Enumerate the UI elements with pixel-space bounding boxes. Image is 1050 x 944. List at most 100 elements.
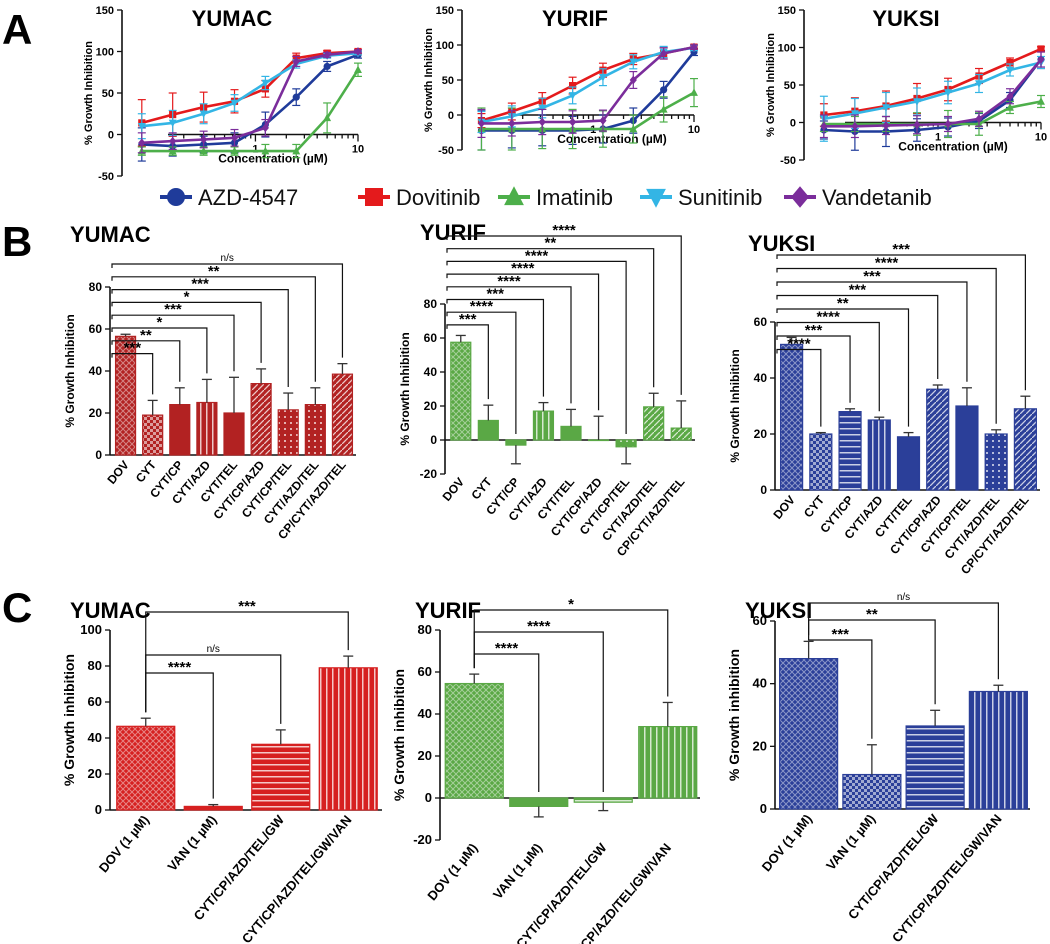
significance-bracket: ***: [145, 598, 349, 713]
bracket-line: [111, 276, 316, 382]
series-line: [823, 58, 1042, 128]
data-point: [261, 79, 270, 88]
y-tick-label: 50: [442, 75, 454, 87]
x-tick-label: CYT: [801, 492, 828, 520]
data-point: [975, 114, 983, 124]
panel-letter-b: B: [2, 218, 32, 265]
significance-bracket: ***: [111, 276, 289, 388]
significance-bracket: ***: [776, 268, 968, 382]
y-tick-label: 0: [760, 801, 767, 816]
data-point: [230, 133, 239, 143]
data-point: [200, 135, 208, 144]
data-point: [354, 47, 362, 56]
bracket-line: [808, 602, 999, 680]
significance-label: ****: [552, 222, 576, 239]
chart-c-yurif: YURIF -20 0 20 40 60 80 % Growth inhibition DOV …: [391, 596, 700, 944]
series-imatinib: [819, 94, 1045, 139]
y-tick-label: 40: [753, 676, 767, 691]
legend-item-azd-4547: AZD-4547: [160, 185, 298, 210]
bracket-line: [776, 348, 822, 427]
y-axis-label: % Growth Inhibition: [423, 28, 435, 132]
y-tick-label: 80: [88, 658, 102, 673]
x-tick-label: 10: [1035, 132, 1047, 144]
data-point: [913, 98, 921, 106]
data-point: [599, 116, 607, 125]
y-tick-label: 20: [89, 406, 103, 420]
significance-label: ***: [831, 626, 849, 643]
y-tick-label: 60: [424, 331, 438, 345]
data-point: [944, 89, 952, 97]
y-tick-label: -50: [438, 145, 454, 157]
bracket-line: [446, 324, 489, 400]
data-point: [629, 58, 638, 67]
y-tick-label: 20: [88, 766, 102, 781]
bar-dov-1-m: [116, 725, 176, 811]
legend-marker-sunitinib: [646, 188, 666, 208]
data-point: [292, 146, 301, 155]
x-tick-label: DOV (1 µM): [759, 811, 815, 874]
data-point: [323, 50, 331, 60]
series-line: [481, 91, 695, 131]
x-axis-label: Concentration (µM): [218, 152, 328, 166]
significance-label: **: [837, 295, 849, 312]
significance-label: ****: [497, 273, 521, 290]
significance-label: ***: [164, 301, 182, 318]
significance-label: ***: [805, 322, 823, 339]
x-tick-label: 1: [935, 132, 941, 144]
y-tick-label: 0: [425, 790, 432, 805]
y-tick-label: -20: [420, 467, 438, 481]
bracket-line: [111, 263, 344, 358]
y-tick-label: 40: [418, 706, 432, 721]
data-point: [169, 136, 177, 146]
series-line: [141, 69, 360, 153]
bracket-line: [446, 260, 627, 434]
significance-label: n/s: [897, 592, 910, 603]
data-point: [690, 42, 698, 52]
bar-cyt-cp: [505, 439, 527, 446]
significance-label: ****: [495, 640, 519, 657]
chart-c-yuksi: YUKSI 0 20 40 60 % Growth inhibition DOV (1 µM…: [726, 592, 1030, 944]
data-point: [292, 57, 300, 66]
bracket-line: [446, 248, 655, 388]
series-line: [823, 61, 1042, 121]
data-point: [629, 124, 638, 133]
x-tick-label: 10: [352, 144, 364, 156]
y-tick-label: 0: [790, 118, 796, 130]
bar-cyt-azd-tel: [984, 433, 1008, 491]
y-tick-label: 0: [448, 110, 454, 122]
bracket-line: [111, 340, 181, 382]
legend-marker-imatinib: [504, 186, 524, 206]
x-tick-label: 10: [688, 124, 700, 136]
data-point: [659, 105, 668, 113]
bar-cyt-cp-azd-tel-gw-van: [968, 690, 1028, 810]
panel-letter-a: A: [2, 6, 32, 53]
y-tick-label: 100: [436, 40, 454, 52]
bracket-line: [776, 321, 880, 412]
legend-label: Sunitinib: [678, 185, 762, 210]
x-axis-label: Concentration (µM): [557, 132, 667, 146]
x-tick-label: VAN (1 µM): [823, 811, 878, 873]
bar-cyt-cp-azd: [926, 388, 950, 491]
bracket-line: [776, 267, 997, 424]
legend-label: AZD-4547: [198, 185, 298, 210]
data-point: [1006, 58, 1014, 67]
data-point: [1037, 45, 1045, 53]
series-vandetanib: [477, 42, 698, 138]
bar-cyt-azd-tel: [643, 406, 665, 441]
y-tick-label: 100: [80, 622, 102, 637]
data-point: [568, 92, 577, 100]
significance-label: *: [184, 288, 190, 305]
bar-cyt-cp-tel: [615, 439, 637, 448]
significance-label: ****: [525, 247, 549, 264]
chart-title: YURIF: [420, 220, 486, 245]
bracket-line: [776, 254, 1026, 391]
y-tick-label: 20: [753, 738, 767, 753]
y-axis-label: % Growth inhibition: [391, 669, 407, 801]
bracket-line: [473, 609, 669, 697]
significance-label: *: [157, 314, 163, 331]
bar-cyt-tel: [560, 425, 582, 441]
chart-title: YURIF: [542, 6, 608, 31]
bracket-line: [111, 314, 235, 372]
